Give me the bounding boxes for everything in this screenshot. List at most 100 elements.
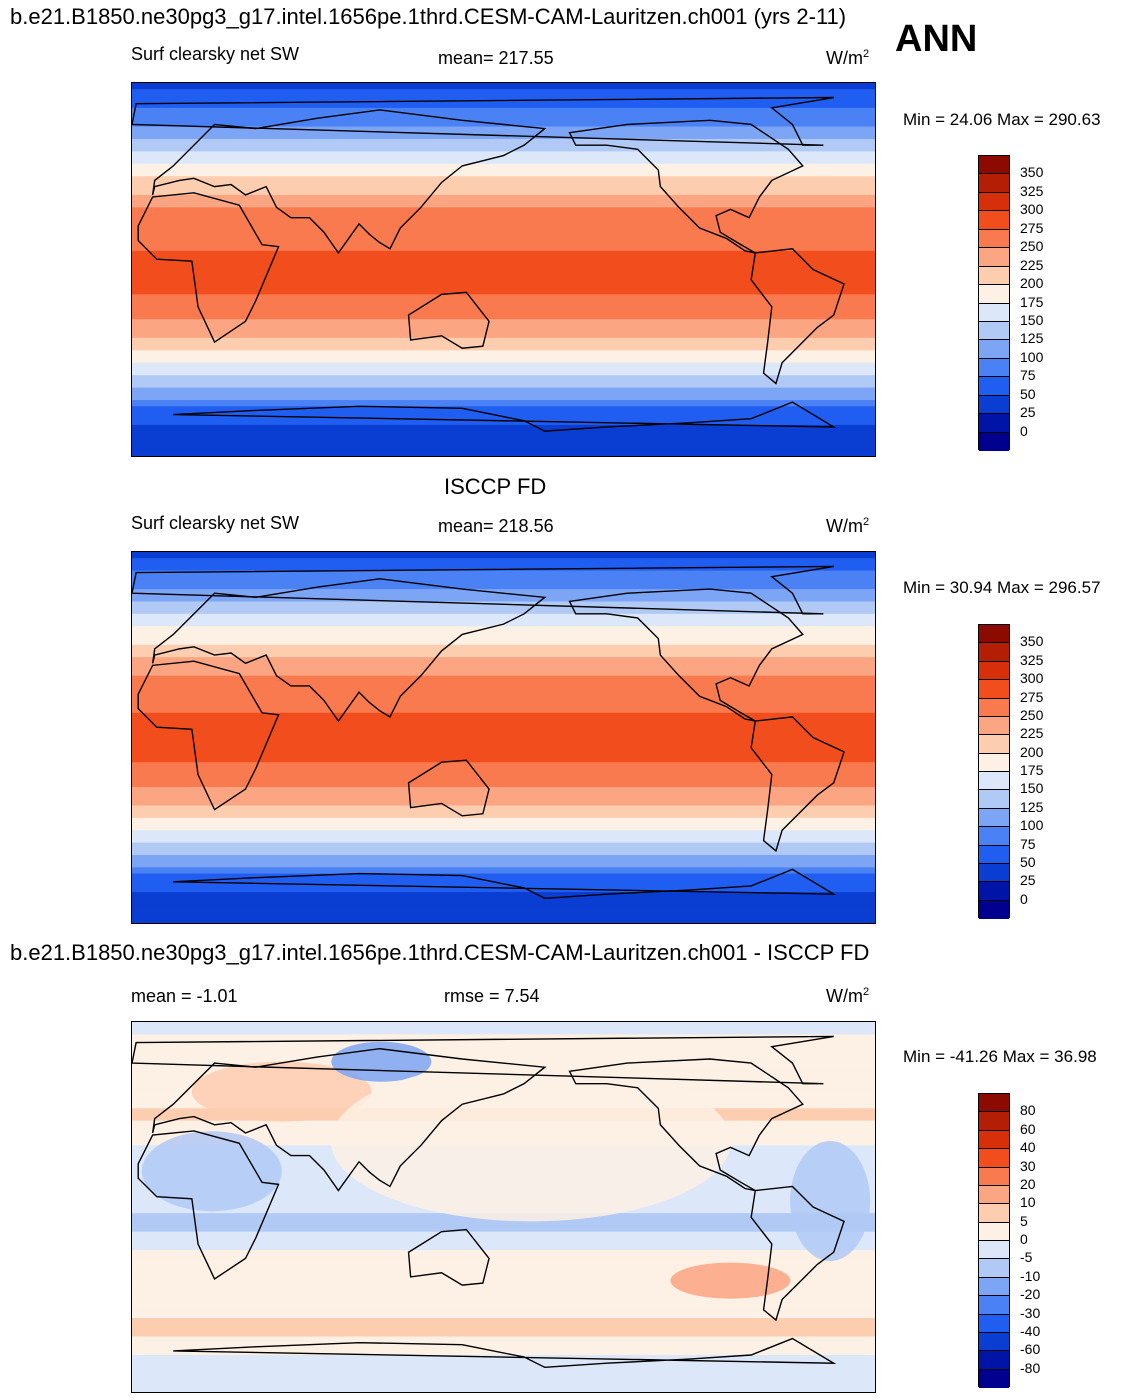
coastline (132, 96, 834, 146)
map-latitude-band (132, 362, 875, 370)
coastline (750, 1185, 845, 1322)
colorbar-swatch (979, 716, 1009, 736)
map-latitude-band (132, 331, 875, 339)
colorbar-label: 225 (1020, 725, 1044, 742)
map-latitude-band (132, 1028, 875, 1035)
map-latitude-band (132, 1361, 875, 1368)
map-svg (132, 83, 875, 456)
colorbar-label: 75 (1020, 835, 1036, 852)
map-latitude-band (132, 194, 875, 202)
panel1-colorbar (978, 155, 1010, 451)
map-latitude-band (132, 873, 875, 881)
coastline (407, 1228, 490, 1286)
colorbar-label: 275 (1020, 688, 1044, 705)
map-latitude-band (132, 281, 875, 289)
colorbar-label: 10 (1020, 1194, 1036, 1211)
colorbar-label: 325 (1020, 651, 1044, 668)
colorbar-label: -10 (1020, 1267, 1041, 1284)
map-latitude-band (132, 431, 875, 438)
map-latitude-band (132, 126, 875, 134)
map-latitude-band (132, 644, 875, 652)
panel2-colorbar (978, 624, 1010, 919)
map-latitude-band (132, 170, 875, 177)
map-latitude-band (132, 1274, 875, 1282)
map-latitude-band (132, 120, 875, 128)
map-latitude-band (132, 344, 875, 351)
map-latitude-band (132, 400, 875, 407)
map-latitude-band (132, 157, 875, 165)
colorbar-swatch (979, 1167, 1009, 1186)
map-anomaly-patch (670, 1262, 791, 1299)
colorbar-swatch (979, 340, 1009, 359)
map-latitude-band (132, 176, 875, 184)
panel3-map (131, 1021, 876, 1393)
coastline (137, 660, 280, 811)
colorbar-swatch (979, 790, 1009, 809)
map-latitude-band (132, 1225, 875, 1233)
colorbar-swatch (979, 1259, 1009, 1278)
colorbar-swatch (979, 808, 1009, 828)
panel1-variable: Surf clearsky net SW (131, 44, 300, 64)
map-latitude-band (132, 842, 875, 850)
map-latitude-band (132, 418, 875, 426)
map-latitude-band (132, 718, 875, 726)
colorbar-label: 50 (1020, 853, 1036, 870)
colorbar-swatch (979, 395, 1009, 415)
colorbar-label: -5 (1020, 1249, 1033, 1266)
panel3-heading: b.e21.B1850.ne30pg3_g17.intel.1656pe.1th… (10, 940, 870, 965)
map-latitude-band (132, 743, 875, 751)
colorbar-swatch (979, 285, 1009, 304)
coastline (750, 716, 845, 853)
map-latitude-band (132, 737, 875, 745)
map-latitude-band (132, 626, 875, 633)
colorbar-label: 0 (1020, 1231, 1028, 1247)
map-latitude-band (132, 300, 875, 308)
map-latitude-band (132, 89, 875, 97)
colorbar-swatch (979, 156, 1009, 175)
map-anomaly-patch (331, 1041, 432, 1082)
colorbar-label: -40 (1020, 1322, 1041, 1339)
colorbar-label: 5 (1020, 1212, 1028, 1229)
map-latitude-band (132, 910, 875, 918)
colorbar-swatch (979, 192, 1009, 212)
map-latitude-band (132, 786, 875, 794)
colorbar-swatch (979, 1369, 1009, 1388)
map-latitude-band (132, 564, 875, 572)
panel3-mean: mean = -1.01 (131, 986, 238, 1006)
map-latitude-band (132, 313, 875, 320)
map-latitude-band (132, 650, 875, 658)
colorbar-label: 0 (1020, 890, 1028, 907)
panel2-units: W/m2 (826, 516, 870, 536)
colorbar-label: 125 (1020, 798, 1044, 815)
colorbar-label: 350 (1020, 633, 1044, 650)
coastline (173, 401, 837, 432)
map-latitude-band (132, 793, 875, 800)
map-latitude-band (132, 607, 875, 615)
map-latitude-band (132, 1385, 875, 1392)
map-latitude-band (132, 879, 875, 887)
colorbar-label: 150 (1020, 311, 1044, 328)
map-latitude-band (132, 1219, 875, 1227)
map-latitude-band (132, 238, 875, 246)
map-latitude-band (132, 582, 875, 590)
coastline (137, 192, 280, 344)
map-latitude-band (132, 589, 875, 596)
coastline (132, 1035, 834, 1085)
map-latitude-band (132, 638, 875, 646)
colorbar-label: 30 (1020, 1157, 1036, 1174)
map-latitude-band (132, 1367, 875, 1375)
colorbar-swatch (979, 211, 1009, 230)
map-latitude-band (132, 319, 875, 327)
map-latitude-band (132, 114, 875, 121)
map-anomaly-patch (790, 1141, 871, 1262)
colorbar-swatch (979, 661, 1009, 681)
map-latitude-band (132, 1022, 875, 1029)
map-latitude-band (132, 688, 875, 695)
colorbar-swatch (979, 1222, 1009, 1241)
colorbar-label: -30 (1020, 1304, 1041, 1321)
colorbar-swatch (979, 1094, 1009, 1113)
colorbar-label: -80 (1020, 1359, 1041, 1376)
map-latitude-band (132, 1305, 875, 1313)
panel2-variable: Surf clearsky net SW (131, 513, 300, 533)
colorbar-label: 200 (1020, 275, 1044, 292)
